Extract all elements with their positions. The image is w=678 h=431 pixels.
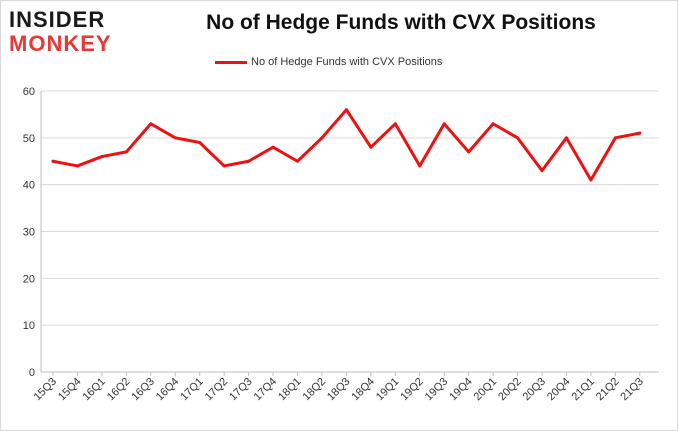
x-tick-label: 20Q2 — [496, 376, 524, 404]
x-tick-label: 15Q4 — [56, 376, 84, 404]
data-point — [222, 164, 226, 168]
x-tick-label: 16Q4 — [154, 376, 182, 404]
logo-line-2: MONKEY — [9, 31, 112, 56]
chart-title: No of Hedge Funds with CVX Positions — [206, 11, 596, 34]
data-point — [613, 136, 617, 140]
chart-legend: No of Hedge Funds with CVX Positions — [215, 56, 442, 68]
x-tick-label: 19Q4 — [447, 376, 475, 404]
series-layer — [51, 108, 642, 182]
y-tick-label: 10 — [23, 320, 35, 332]
x-tick-label: 21Q3 — [618, 376, 646, 404]
x-tick-label: 16Q3 — [129, 376, 157, 404]
data-point — [540, 169, 544, 173]
data-point — [467, 150, 471, 154]
axis-layer — [40, 91, 659, 376]
data-point — [198, 141, 202, 145]
x-tick-label: 16Q1 — [80, 376, 108, 404]
data-point — [75, 164, 79, 168]
x-tick-label: 18Q3 — [325, 376, 353, 404]
y-tick-label: 30 — [23, 227, 35, 239]
series-line — [51, 108, 642, 182]
x-tick-label: 15Q3 — [32, 376, 60, 404]
x-tick-labels: 15Q315Q416Q116Q216Q316Q417Q117Q217Q317Q4… — [32, 376, 646, 404]
data-point — [149, 122, 153, 126]
data-point — [589, 178, 593, 182]
data-point — [369, 145, 373, 149]
data-point — [320, 136, 324, 140]
data-point — [344, 108, 348, 112]
data-point — [564, 136, 568, 140]
y-tick-label: 20 — [23, 273, 35, 285]
grid-layer — [41, 90, 659, 326]
x-tick-label: 17Q2 — [203, 376, 231, 404]
y-tick-label: 50 — [23, 133, 35, 145]
data-point — [100, 155, 104, 159]
y-tick-labels: 0 10 20 30 40 50 60 — [23, 86, 35, 379]
x-tick-label: 18Q1 — [276, 376, 304, 404]
x-tick-label: 18Q2 — [301, 376, 329, 404]
data-point — [271, 145, 275, 149]
data-point — [393, 122, 397, 126]
data-point — [51, 159, 55, 163]
data-point — [516, 136, 520, 140]
x-tick-label: 17Q4 — [252, 376, 280, 404]
data-point — [247, 159, 251, 163]
legend-swatch — [215, 60, 247, 64]
data-point — [173, 136, 177, 140]
data-point — [491, 122, 495, 126]
x-tick-label: 20Q4 — [545, 376, 573, 404]
data-point — [418, 164, 422, 168]
data-point — [296, 159, 299, 163]
x-tick-label: 18Q4 — [349, 376, 377, 404]
x-tick-label: 17Q3 — [227, 376, 255, 404]
x-tick-label: 19Q2 — [398, 376, 426, 404]
legend-label: No of Hedge Funds with CVX Positions — [251, 56, 443, 68]
x-tick-label: 17Q1 — [178, 376, 206, 404]
x-tick-label: 16Q2 — [105, 376, 133, 404]
logo-line-1: INSIDER — [9, 7, 106, 32]
insider-monkey-logo: INSIDER MONKEY — [9, 9, 129, 57]
x-tick-label: 19Q1 — [374, 376, 402, 404]
x-tick-label: 20Q1 — [472, 376, 500, 404]
data-point — [124, 150, 128, 154]
y-tick-label: 40 — [23, 180, 35, 192]
data-point — [442, 122, 446, 126]
x-tick-label: 21Q2 — [594, 376, 622, 404]
y-tick-label: 60 — [23, 86, 35, 98]
data-point — [638, 131, 642, 135]
y-tick-label: 0 — [29, 367, 35, 379]
x-tick-label: 21Q1 — [569, 376, 597, 404]
x-tick-label: 20Q3 — [521, 376, 549, 404]
x-tick-label: 19Q3 — [423, 376, 451, 404]
